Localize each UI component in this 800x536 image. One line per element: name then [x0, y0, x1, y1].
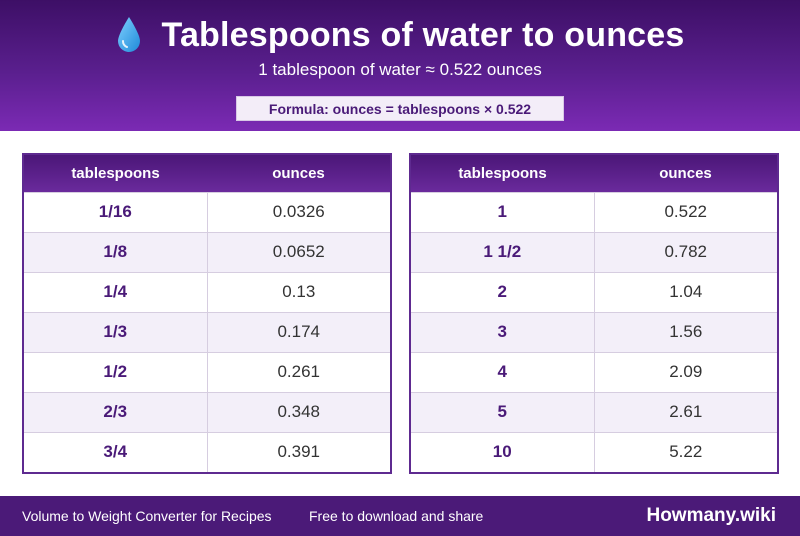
tablespoons-cell: 4: [410, 351, 595, 392]
table-row: 1 0.522: [410, 191, 778, 232]
ounces-cell: 0.782: [594, 231, 778, 272]
table-row: 1/4 0.13: [23, 271, 391, 312]
conversion-subtitle: 1 tablespoon of water ≈ 0.522 ounces: [258, 60, 542, 79]
title-row: Tablespoons of water to ounces: [0, 12, 800, 58]
table-row: 2/3 0.348: [23, 391, 391, 432]
water-drop-icon: [117, 17, 140, 52]
tablespoons-cell: 1/2: [23, 351, 208, 392]
conversion-table-right: tablespoons ounces 1 0.522 1 1/2 0.782 2 1.…: [409, 153, 779, 474]
tablespoons-cell: 1/3: [23, 311, 208, 352]
ounces-cell: 0.348: [207, 391, 391, 432]
table-row: 4 2.09: [410, 351, 778, 392]
formula-box: Formula: ounces = tablespoons × 0.522: [236, 96, 564, 121]
ounces-cell: 0.261: [207, 351, 391, 392]
column-header-ounces: ounces: [272, 164, 325, 182]
tablespoons-cell: 1: [410, 191, 595, 232]
tablespoons-cell: 1/16: [23, 191, 208, 232]
brand-name: Howmany.wiki: [646, 505, 776, 526]
tablespoons-cell: 3: [410, 311, 595, 352]
tablespoons-cell: 1/8: [23, 231, 208, 272]
ounces-cell: 0.0652: [207, 231, 391, 272]
ounces-cell: 0.391: [207, 431, 391, 473]
table-header-row: tablespoons ounces: [410, 154, 778, 192]
ounces-cell: 0.522: [594, 191, 778, 232]
tablespoons-cell: 1 1/2: [410, 231, 595, 272]
footer-tagline: Volume to Weight Converter for Recipes: [22, 508, 272, 524]
footer-share-note: Free to download and share: [309, 508, 484, 524]
tablespoons-cell: 2: [410, 271, 595, 312]
ounces-cell: 1.56: [594, 311, 778, 352]
tablespoons-cell: 2/3: [23, 391, 208, 432]
tablespoons-cell: 5: [410, 391, 595, 432]
ounces-cell: 2.09: [594, 351, 778, 392]
ounces-cell: 0.13: [207, 271, 391, 312]
table-row: 1/16 0.0326: [23, 191, 391, 232]
ounces-cell: 5.22: [594, 431, 778, 473]
column-header-tablespoons: tablespoons: [458, 164, 547, 182]
table-row: 3 1.56: [410, 311, 778, 352]
table-header-row: tablespoons ounces: [23, 154, 391, 192]
table-row: 2 1.04: [410, 271, 778, 312]
column-header-ounces: ounces: [659, 164, 712, 182]
ounces-cell: 0.174: [207, 311, 391, 352]
ounces-cell: 2.61: [594, 391, 778, 432]
footer-bar: Volume to Weight Converter for Recipes F…: [0, 496, 800, 536]
tablespoons-cell: 10: [410, 431, 595, 473]
page-title: Tablespoons of water to ounces: [161, 15, 685, 54]
header-banner: Tablespoons of water to ounces 1 tablesp…: [0, 0, 800, 131]
table-row: 1/3 0.174: [23, 311, 391, 352]
ounces-cell: 1.04: [594, 271, 778, 312]
table-row: 1/8 0.0652: [23, 231, 391, 272]
table-row: 1 1/2 0.782: [410, 231, 778, 272]
table-row: 5 2.61: [410, 391, 778, 432]
conversion-table-left: tablespoons ounces 1/16 0.0326 1/8 0.0652 …: [22, 153, 392, 474]
table-row: 3/4 0.391: [23, 431, 391, 473]
tablespoons-cell: 3/4: [23, 431, 208, 473]
table-row: 1/2 0.261: [23, 351, 391, 392]
column-header-tablespoons: tablespoons: [71, 164, 160, 182]
table-row: 10 5.22: [410, 431, 778, 473]
tablespoons-cell: 1/4: [23, 271, 208, 312]
ounces-cell: 0.0326: [207, 191, 391, 232]
